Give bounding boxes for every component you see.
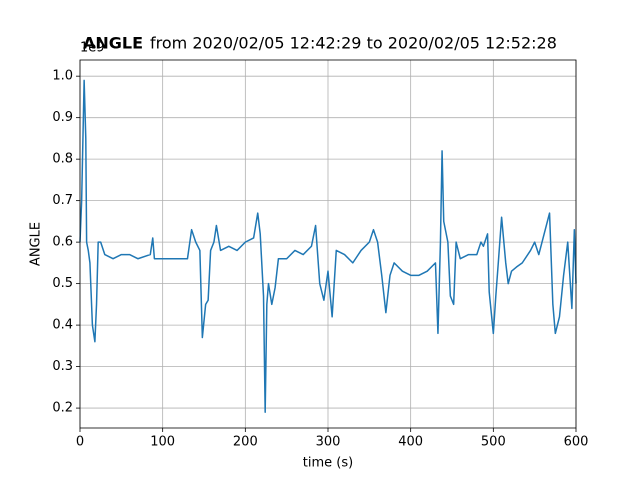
y-tick-label: 0.7: [52, 193, 73, 208]
y-tick-label: 0.3: [52, 359, 73, 374]
x-tick-label: 200: [233, 435, 258, 450]
chart-title: from 2020/02/05 12:42:29 to 2020/02/05 1…: [150, 34, 557, 53]
y-tick-label: 0.5: [52, 276, 73, 291]
x-tick-label: 500: [481, 435, 506, 450]
x-tick-label: 100: [150, 435, 175, 450]
y-tick-label: 0.8: [52, 152, 73, 167]
y-axis-label: ANGLE: [29, 222, 44, 266]
data-line: [79, 79, 577, 413]
x-tick-label: 400: [398, 435, 423, 450]
x-tick-label: 600: [564, 435, 589, 450]
y-tick-label: 0.9: [52, 110, 73, 125]
y-tick-label: 1.0: [52, 69, 73, 84]
plot-frame: [79, 59, 577, 429]
y-offset-label: 1e9: [80, 41, 105, 56]
chart-title-variable: ANGLE: [83, 34, 143, 53]
y-tick-label: 0.2: [52, 401, 73, 416]
x-tick-label: 300: [316, 435, 341, 450]
x-axis-label: time (s): [303, 456, 353, 471]
y-tick-label: 0.4: [52, 318, 73, 333]
y-tick-label: 0.6: [52, 235, 73, 250]
x-tick-label: 0: [76, 435, 84, 450]
